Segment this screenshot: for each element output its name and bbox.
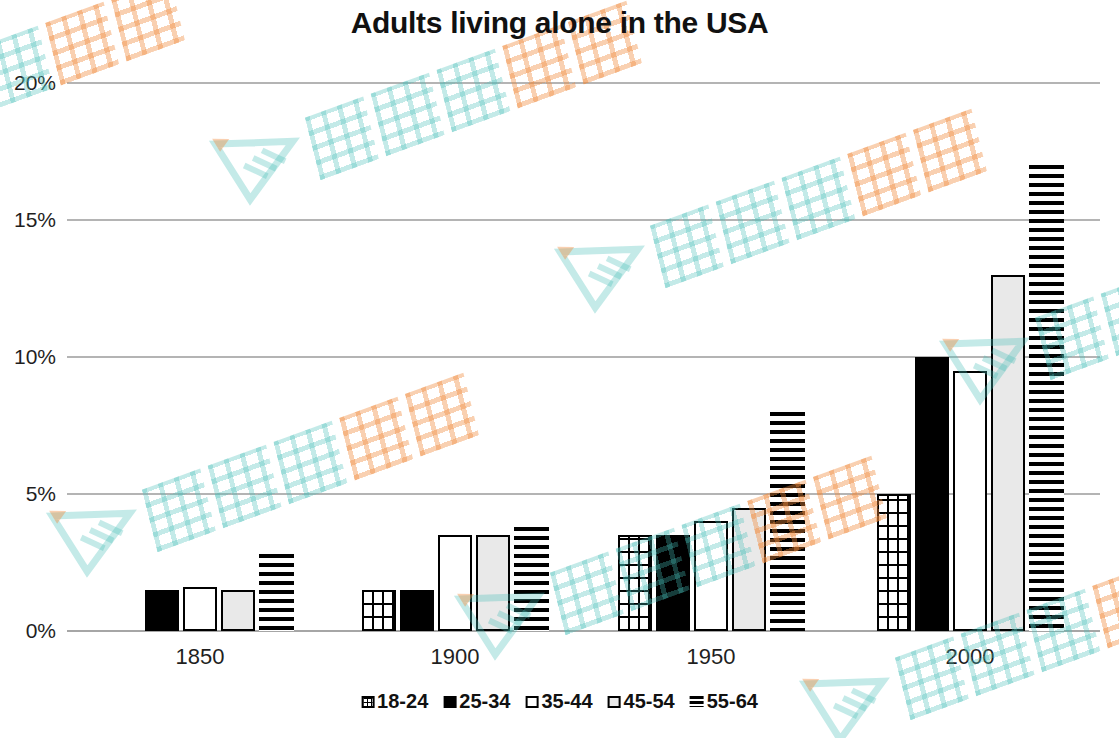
bar-25-34-1850 [145, 590, 179, 631]
bar-35-44-1850 [183, 587, 217, 631]
legend-item-55-64: 55-64 [690, 690, 758, 713]
bar-group-1950 [616, 71, 806, 631]
x-axis-label: 1950 [651, 644, 771, 670]
bar-25-34-1950 [656, 535, 690, 631]
bar-55-64-1900 [514, 527, 549, 631]
bar-group-1850 [105, 71, 295, 631]
bar-slot [875, 494, 913, 631]
y-axis-label: 20% [0, 70, 56, 96]
bar-slot [143, 590, 181, 631]
bar-35-44-1950 [694, 521, 728, 631]
legend-label: 45-54 [624, 690, 675, 713]
legend-label: 18-24 [377, 690, 428, 713]
bar-slot [768, 412, 806, 631]
legend-marker-55-64 [690, 696, 704, 707]
bar-slot [474, 535, 512, 631]
legend-marker-18-24 [361, 696, 374, 708]
bar-18-24-1950 [618, 535, 652, 631]
y-axis-label: 0% [0, 618, 56, 644]
chart-canvas: Adults living alone in the USA 20% 15% 10%… [0, 0, 1119, 738]
watermark-character [1092, 565, 1119, 649]
bar-slot [436, 535, 474, 631]
bar-slot [989, 275, 1027, 631]
bar-slot [1027, 165, 1065, 631]
bar-55-64-1950 [770, 412, 805, 631]
legend-item-18-24: 18-24 [361, 690, 428, 713]
y-axis-label: 10% [0, 344, 56, 370]
legend-item-35-44: 35-44 [525, 690, 592, 713]
bar-slot [219, 590, 257, 631]
bar-55-64-1850 [259, 554, 294, 631]
y-axis-label: 5% [0, 481, 56, 507]
legend-item-45-54: 45-54 [608, 690, 675, 713]
legend-marker-25-34 [443, 696, 456, 708]
legend-label: 35-44 [541, 690, 592, 713]
bar-55-64-2000 [1029, 165, 1064, 631]
legend-marker-35-44 [525, 696, 538, 708]
bar-25-34-2000 [915, 357, 949, 631]
chart-title: Adults living alone in the USA [0, 6, 1119, 40]
watermark-character [550, 552, 624, 636]
legend-item-25-34: 25-34 [443, 690, 510, 713]
bar-slot [181, 587, 219, 631]
bar-slot [951, 371, 989, 631]
legend: 18-24 25-34 35-44 45-54 55-64 [361, 690, 758, 713]
bar-45-54-1950 [732, 508, 766, 631]
bar-35-44-2000 [953, 371, 987, 631]
bar-25-34-1900 [400, 590, 434, 631]
bar-slot [257, 554, 295, 631]
bar-18-24-2000 [877, 494, 911, 631]
bar-slot [616, 535, 654, 631]
legend-label: 55-64 [707, 690, 758, 713]
bar-45-54-1900 [476, 535, 510, 631]
bar-slot [913, 357, 951, 631]
bar-35-44-1900 [438, 535, 472, 631]
bar-slot [654, 535, 692, 631]
bar-slot [512, 527, 550, 631]
bar-slot [360, 590, 398, 631]
x-axis-label: 1900 [395, 644, 515, 670]
bar-slot [730, 508, 768, 631]
legend-label: 25-34 [459, 690, 510, 713]
bar-slot [398, 590, 436, 631]
legend-marker-45-54 [608, 696, 621, 708]
y-axis-label: 15% [0, 207, 56, 233]
bar-slot [692, 521, 730, 631]
x-axis-label: 1850 [140, 644, 260, 670]
x-axis-label: 2000 [910, 644, 1030, 670]
new-oriental-logo-icon [793, 649, 906, 738]
bar-45-54-1850 [221, 590, 255, 631]
bar-group-1900 [360, 71, 550, 631]
bar-18-24-1900 [362, 590, 396, 631]
bar-group-2000 [875, 71, 1065, 631]
watermark-character [1101, 273, 1119, 357]
bar-45-54-2000 [991, 275, 1025, 631]
